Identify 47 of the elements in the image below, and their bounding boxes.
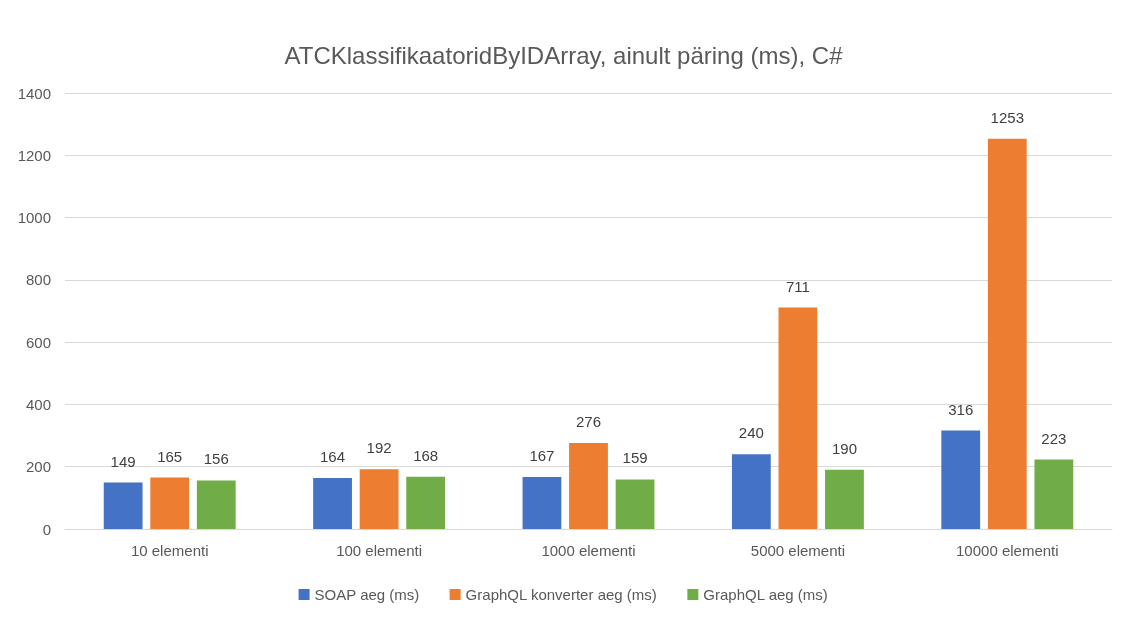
bar [313, 477, 352, 529]
y-tick-label: 400 [25, 395, 51, 413]
data-label: 240 [738, 424, 764, 442]
x-tick-label: 10 elementi [130, 542, 209, 559]
bar [731, 454, 771, 529]
data-label: 156 [203, 450, 229, 468]
data-label: 168 [413, 446, 439, 464]
data-label: 192 [366, 439, 392, 457]
bar [569, 443, 608, 529]
y-tick-label: 0 [42, 520, 51, 538]
y-tick-label: 1200 [17, 146, 51, 164]
bar [825, 469, 864, 529]
x-tick-label: 100 elementi [336, 542, 423, 559]
data-label: 276 [575, 413, 602, 431]
data-label: 167 [529, 446, 555, 464]
legend-label: SOAP aeg (ms) [314, 586, 420, 603]
y-tick-label: 1000 [17, 209, 51, 227]
bar [615, 479, 655, 529]
x-tick-label: 5000 elementi [750, 542, 846, 559]
data-label: 223 [1041, 429, 1067, 447]
bar [196, 480, 236, 529]
bar [778, 307, 818, 529]
data-label: 164 [320, 447, 346, 465]
bar [359, 469, 399, 529]
x-tick-label: 1000 elementi [541, 542, 636, 559]
data-label: 711 [785, 277, 810, 295]
y-tick-label: 200 [25, 458, 51, 476]
legend-label: GraphQL konverter aeg (ms) [465, 586, 657, 603]
bar [406, 476, 446, 529]
bar [150, 477, 190, 529]
bar [987, 138, 1027, 529]
data-label: 149 [110, 452, 136, 470]
data-label: 190 [831, 439, 857, 457]
data-label: 165 [157, 447, 183, 465]
y-tick-label: 1400 [17, 84, 51, 102]
bar [941, 430, 981, 529]
bar [1034, 459, 1074, 529]
data-label: 159 [622, 449, 648, 467]
x-tick-label: 10000 elementi [956, 542, 1059, 559]
y-tick-label: 600 [25, 333, 51, 351]
y-tick-label: 800 [25, 271, 51, 289]
bar [522, 476, 562, 529]
legend-label: GraphQL aeg (ms) [703, 586, 828, 603]
chart-title: ATCKlassifikaatoridByIDArray, ainult päring (ms), C# [284, 41, 844, 69]
bar [103, 482, 143, 529]
data-label: 1253 [990, 108, 1024, 126]
data-label: 316 [948, 400, 974, 418]
